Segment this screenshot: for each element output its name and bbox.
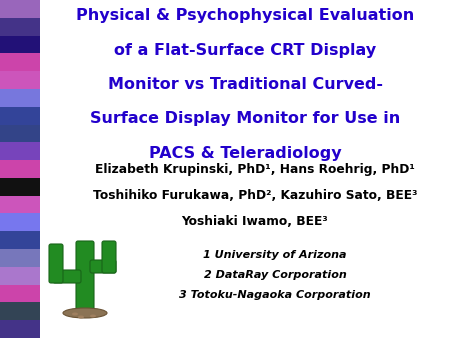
FancyBboxPatch shape <box>102 241 116 273</box>
Bar <box>0 231 40 249</box>
Text: Toshihiko Furukawa, PhD², Kazuhiro Sato, BEE³: Toshihiko Furukawa, PhD², Kazuhiro Sato,… <box>93 189 417 202</box>
Bar <box>0 124 40 142</box>
Text: 3 Totoku-Nagaoka Corporation: 3 Totoku-Nagaoka Corporation <box>179 290 371 300</box>
Bar <box>0 303 40 320</box>
FancyBboxPatch shape <box>49 244 63 283</box>
Bar <box>0 196 40 214</box>
Ellipse shape <box>90 314 96 317</box>
Bar <box>0 249 40 267</box>
Text: Surface Display Monitor for Use in: Surface Display Monitor for Use in <box>90 112 400 126</box>
Bar <box>0 178 40 196</box>
Text: 2 DataRay Corporation: 2 DataRay Corporation <box>203 270 346 280</box>
Text: Elizabeth Krupinski, PhD¹, Hans Roehrig, PhD¹: Elizabeth Krupinski, PhD¹, Hans Roehrig,… <box>95 163 415 176</box>
Bar <box>0 0 40 18</box>
Bar <box>0 107 40 124</box>
Bar <box>0 53 40 71</box>
Text: Physical & Psychophysical Evaluation: Physical & Psychophysical Evaluation <box>76 8 414 23</box>
FancyBboxPatch shape <box>76 241 94 317</box>
Text: Monitor vs Traditional Curved-: Monitor vs Traditional Curved- <box>108 77 382 92</box>
Bar <box>0 267 40 285</box>
Text: 1 University of Arizona: 1 University of Arizona <box>203 250 347 260</box>
FancyBboxPatch shape <box>90 260 116 273</box>
Bar <box>0 160 40 178</box>
Bar <box>0 89 40 107</box>
FancyBboxPatch shape <box>53 270 81 283</box>
Text: PACS & Teleradiology: PACS & Teleradiology <box>148 146 341 161</box>
Bar <box>0 214 40 231</box>
Bar <box>0 71 40 89</box>
Text: of a Flat-Surface CRT Display: of a Flat-Surface CRT Display <box>114 43 376 57</box>
Bar <box>0 285 40 303</box>
Bar <box>0 320 40 338</box>
Ellipse shape <box>63 308 107 318</box>
Bar <box>0 18 40 35</box>
Text: Yoshiaki Iwamo, BEE³: Yoshiaki Iwamo, BEE³ <box>182 215 328 228</box>
Bar <box>0 35 40 53</box>
Ellipse shape <box>78 315 84 318</box>
Ellipse shape <box>72 313 78 315</box>
Bar <box>0 142 40 160</box>
